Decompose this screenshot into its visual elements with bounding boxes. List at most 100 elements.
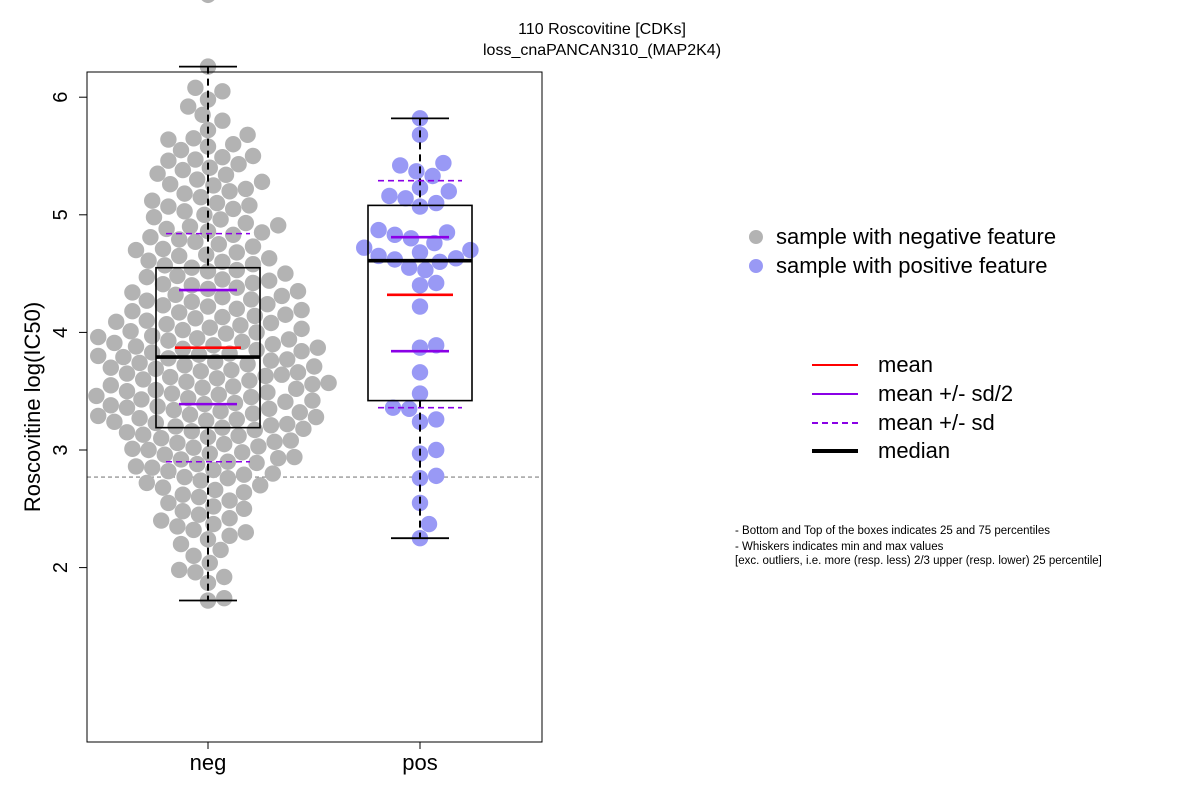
neg-sample-point	[199, 91, 217, 108]
neg-sample-point	[189, 330, 206, 347]
neg-sample-point	[160, 332, 177, 349]
neg-sample-point	[228, 261, 245, 279]
neg-sample-point	[228, 300, 245, 318]
neg-sample-point	[289, 283, 307, 300]
neg-sample-point	[253, 173, 271, 191]
neg-sample-point	[162, 176, 179, 193]
neg-sample-point	[309, 339, 326, 356]
neg-sample-point	[169, 434, 186, 452]
neg-sample-point	[171, 561, 188, 579]
neg-sample-point	[246, 421, 263, 439]
neg-sample-point	[288, 380, 305, 398]
neg-sample-point	[199, 574, 217, 592]
neg-sample-point	[144, 459, 161, 476]
chart-subtitle: loss_cnaPANCAN310_(MAP2K4)	[483, 42, 721, 59]
neg-sample-point	[225, 226, 242, 243]
neg-sample-point	[149, 165, 166, 182]
neg-sample-point	[266, 433, 283, 450]
neg-sample-point	[181, 406, 199, 423]
pos-sample-point	[401, 259, 418, 276]
neg-sample-point	[138, 312, 155, 329]
neg-sample-point	[140, 252, 157, 269]
y-tick-label: 2	[50, 562, 72, 573]
neg-sample-point	[185, 521, 202, 539]
neg-sample-point	[180, 390, 197, 407]
neg-sample-point	[149, 398, 166, 415]
neg-sample-point	[190, 346, 208, 363]
neg-sample-point	[187, 564, 204, 581]
neg-sample-point	[124, 440, 141, 458]
neg-sample-point	[259, 295, 276, 313]
neg-sample-point	[304, 375, 321, 393]
neg-sample-point	[194, 106, 211, 124]
neg-sample-point	[306, 358, 323, 375]
neg-sample-point	[138, 292, 155, 309]
neg-sample-point	[176, 203, 193, 220]
neg-sample-point	[293, 320, 310, 338]
neg-sample-point	[163, 385, 181, 402]
neg-sample-point	[88, 387, 105, 405]
neg-sample-point	[169, 267, 186, 285]
neg-sample-point	[270, 450, 287, 467]
neg-sample-point	[165, 401, 182, 419]
neg-sample-point	[167, 418, 184, 435]
pos-sample-point	[411, 277, 429, 294]
neg-sample-point	[214, 288, 231, 306]
neg-sample-point	[216, 568, 233, 586]
neg-sample-point	[118, 383, 136, 400]
neg-sample-point	[205, 515, 222, 533]
neg-sample-point	[172, 451, 190, 468]
neg-sample-point	[259, 384, 276, 401]
pos-sample-point	[411, 198, 429, 215]
neg-sample-point	[214, 83, 231, 100]
neg-sample-point	[133, 391, 150, 408]
neg-sample-point	[154, 240, 172, 258]
neg-sample-point	[225, 200, 242, 218]
pos-sample-point	[381, 187, 398, 205]
neg-sample-point	[212, 211, 229, 228]
neg-sample-point	[205, 337, 222, 354]
neg-sample-point	[190, 488, 208, 506]
neg-sample-point	[216, 589, 233, 607]
legend-item-median: median	[812, 438, 950, 464]
pos-sample-point	[435, 154, 452, 172]
neg-sample-point	[228, 244, 245, 261]
neg-sample-point	[135, 426, 152, 443]
neg-sample-point	[219, 470, 236, 487]
y-tick-label: 4	[50, 327, 72, 338]
neg-sample-point	[273, 287, 290, 305]
neg-sample-point	[261, 400, 278, 418]
pos-sample-point	[411, 364, 429, 381]
pos-sample-point	[424, 167, 441, 185]
legend-item-positive: sample with positive feature	[749, 253, 1047, 279]
neg-sample-point	[174, 161, 191, 179]
neg-sample-point	[228, 411, 245, 428]
neg-sample-point	[144, 192, 161, 209]
neg-sample-point	[108, 313, 125, 331]
neg-sample-point	[174, 321, 191, 339]
neg-sample-point	[253, 224, 271, 241]
neg-sample-point	[201, 445, 218, 462]
pos-sample-point	[417, 261, 434, 279]
neg-sample-point	[142, 228, 159, 246]
neg-sample-point	[106, 413, 123, 430]
y-tick-label: 5	[50, 209, 72, 220]
neg-sample-point	[293, 301, 310, 319]
neg-sample-point	[293, 343, 310, 360]
pos-sample-point	[401, 400, 418, 418]
neg-sample-point	[228, 279, 245, 296]
neg-sample-point	[171, 304, 188, 321]
neg-sample-point	[307, 408, 325, 426]
pos-sample-point	[356, 239, 373, 256]
neg-sample-point	[199, 223, 217, 240]
neg-sample-point	[158, 315, 175, 333]
neg-sample-point	[187, 310, 204, 327]
neg-sample-point	[261, 272, 278, 289]
neg-sample-point	[262, 314, 280, 332]
neg-sample-point	[244, 147, 262, 165]
neg-sample-point	[183, 422, 200, 440]
neg-sample-point	[235, 466, 253, 483]
neg-sample-point	[102, 377, 120, 394]
neg-sample-point	[262, 352, 280, 369]
neg-sample-point	[221, 510, 238, 527]
